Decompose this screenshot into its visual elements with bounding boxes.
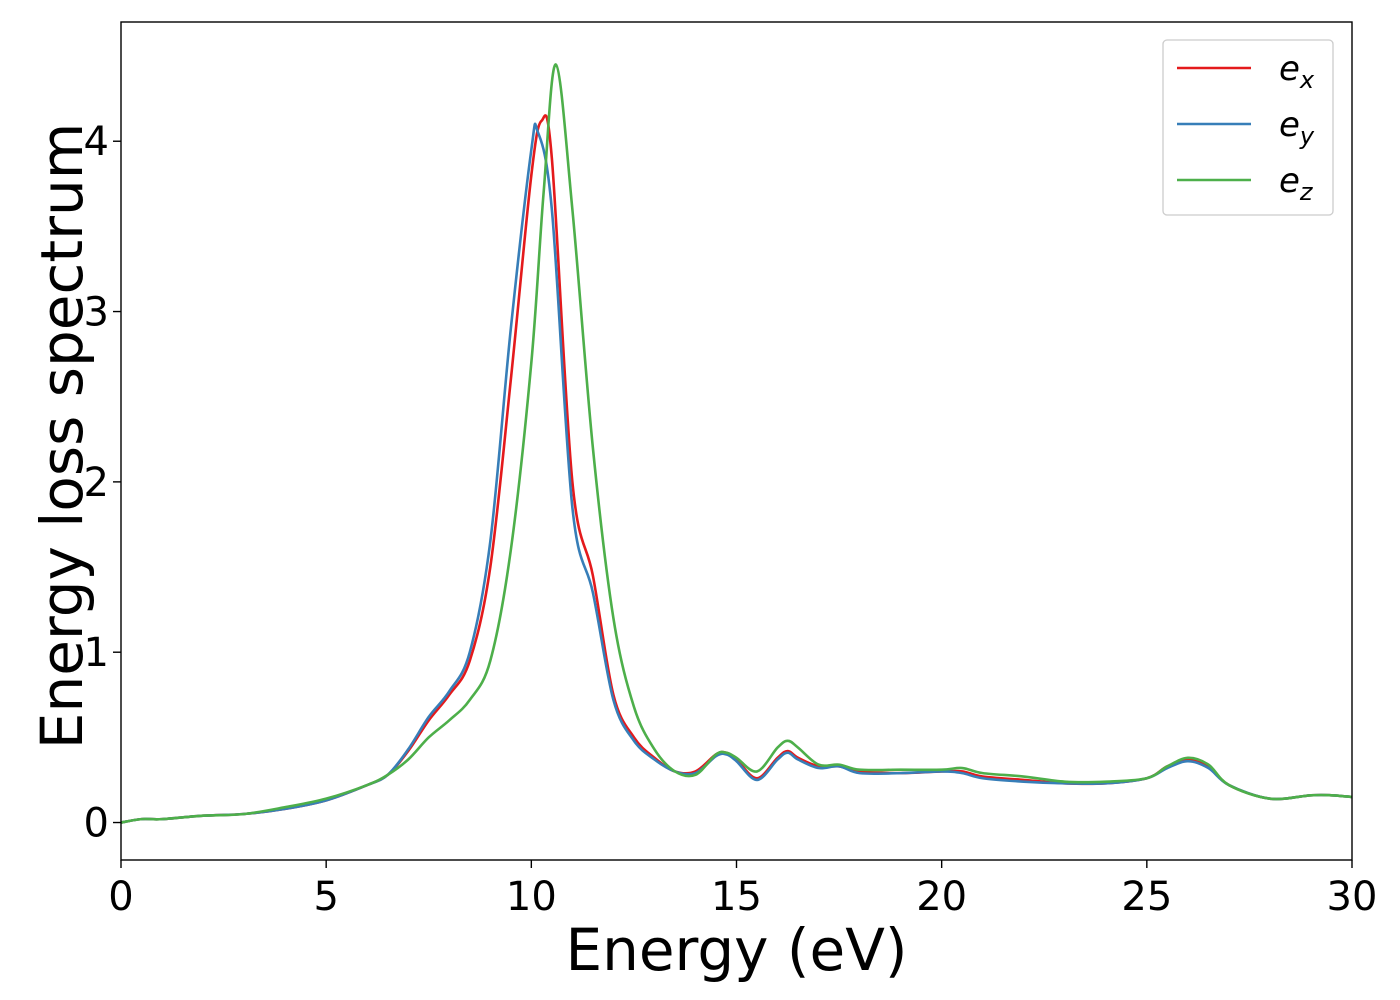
x-tick-label: 0 — [108, 874, 133, 920]
series-layer — [121, 63, 1352, 824]
y-tick-label: 3 — [84, 290, 109, 336]
legend: ex ey ez — [1162, 39, 1334, 216]
series-line-z — [121, 63, 1352, 824]
x-axis-title: Energy (eV) — [565, 916, 907, 984]
ticks-layer: 0 5 10 15 20 25 30 0 1 2 3 4 — [84, 119, 1378, 920]
legend-label-y: ey — [1279, 105, 1315, 150]
y-axis-title: Energy loss spectrum — [28, 123, 96, 749]
y-tick-label: 1 — [84, 630, 109, 676]
x-tick-label: 15 — [711, 874, 762, 920]
y-tick-label: 2 — [84, 460, 109, 506]
x-tick-label: 25 — [1121, 874, 1172, 920]
x-tick-label: 10 — [506, 874, 557, 920]
x-tick-label: 5 — [313, 874, 338, 920]
x-tick-label: 30 — [1327, 874, 1378, 920]
legend-box — [1162, 39, 1334, 216]
legend-label-z: ez — [1279, 161, 1314, 206]
y-tick-label: 0 — [84, 801, 109, 847]
y-tick-label: 4 — [84, 119, 109, 165]
legend-label-x: ex — [1279, 49, 1315, 94]
x-tick-label: 20 — [916, 874, 967, 920]
